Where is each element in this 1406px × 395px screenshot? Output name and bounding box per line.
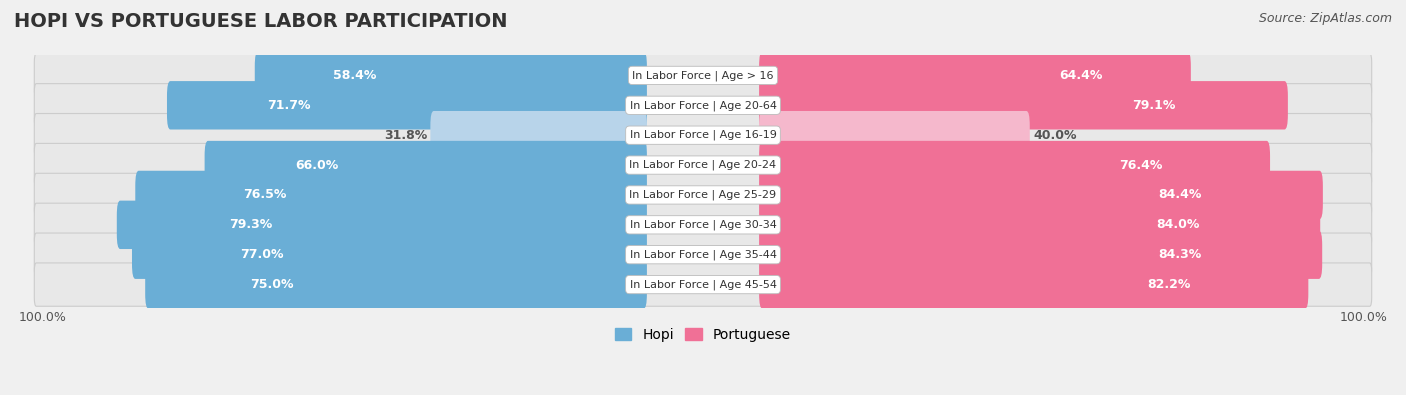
Text: 82.2%: 82.2% <box>1147 278 1191 291</box>
Text: Source: ZipAtlas.com: Source: ZipAtlas.com <box>1258 12 1392 25</box>
Text: In Labor Force | Age 20-64: In Labor Force | Age 20-64 <box>630 100 776 111</box>
FancyBboxPatch shape <box>205 141 647 189</box>
Text: 77.0%: 77.0% <box>240 248 284 261</box>
Text: In Labor Force | Age > 16: In Labor Force | Age > 16 <box>633 70 773 81</box>
Text: 64.4%: 64.4% <box>1060 69 1102 82</box>
Text: 84.3%: 84.3% <box>1159 248 1201 261</box>
Text: 79.3%: 79.3% <box>229 218 273 231</box>
FancyBboxPatch shape <box>759 231 1322 279</box>
Text: 84.0%: 84.0% <box>1157 218 1199 231</box>
FancyBboxPatch shape <box>759 201 1320 249</box>
FancyBboxPatch shape <box>34 113 1372 157</box>
FancyBboxPatch shape <box>34 54 1372 97</box>
FancyBboxPatch shape <box>759 51 1191 100</box>
Text: 71.7%: 71.7% <box>267 99 311 112</box>
FancyBboxPatch shape <box>759 81 1288 130</box>
Text: 40.0%: 40.0% <box>1033 129 1077 142</box>
Text: 58.4%: 58.4% <box>333 69 377 82</box>
FancyBboxPatch shape <box>34 233 1372 276</box>
FancyBboxPatch shape <box>34 203 1372 246</box>
Text: 75.0%: 75.0% <box>250 278 294 291</box>
FancyBboxPatch shape <box>759 260 1309 309</box>
FancyBboxPatch shape <box>34 263 1372 306</box>
Text: HOPI VS PORTUGUESE LABOR PARTICIPATION: HOPI VS PORTUGUESE LABOR PARTICIPATION <box>14 12 508 31</box>
Text: 76.5%: 76.5% <box>243 188 287 201</box>
FancyBboxPatch shape <box>759 171 1323 219</box>
Text: In Labor Force | Age 45-54: In Labor Force | Age 45-54 <box>630 279 776 290</box>
FancyBboxPatch shape <box>135 171 647 219</box>
FancyBboxPatch shape <box>132 231 647 279</box>
Text: 31.8%: 31.8% <box>384 129 427 142</box>
FancyBboxPatch shape <box>254 51 647 100</box>
FancyBboxPatch shape <box>759 111 1029 160</box>
FancyBboxPatch shape <box>34 84 1372 127</box>
FancyBboxPatch shape <box>759 141 1270 189</box>
Text: 84.4%: 84.4% <box>1159 188 1202 201</box>
FancyBboxPatch shape <box>117 201 647 249</box>
Text: 79.1%: 79.1% <box>1132 99 1175 112</box>
Text: 76.4%: 76.4% <box>1119 158 1163 171</box>
FancyBboxPatch shape <box>167 81 647 130</box>
FancyBboxPatch shape <box>145 260 647 309</box>
FancyBboxPatch shape <box>430 111 647 160</box>
Text: In Labor Force | Age 30-34: In Labor Force | Age 30-34 <box>630 220 776 230</box>
Legend: Hopi, Portuguese: Hopi, Portuguese <box>609 322 797 347</box>
Text: In Labor Force | Age 20-24: In Labor Force | Age 20-24 <box>630 160 776 170</box>
Text: In Labor Force | Age 35-44: In Labor Force | Age 35-44 <box>630 250 776 260</box>
FancyBboxPatch shape <box>34 173 1372 216</box>
Text: In Labor Force | Age 25-29: In Labor Force | Age 25-29 <box>630 190 776 200</box>
Text: In Labor Force | Age 16-19: In Labor Force | Age 16-19 <box>630 130 776 141</box>
Text: 66.0%: 66.0% <box>295 158 339 171</box>
FancyBboxPatch shape <box>34 143 1372 187</box>
